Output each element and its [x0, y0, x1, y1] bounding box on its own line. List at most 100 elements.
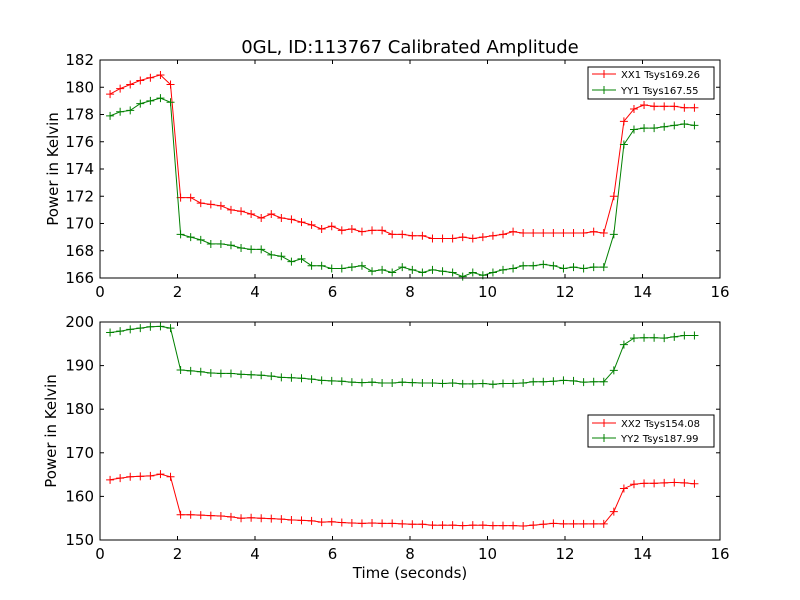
top-series-0-point	[307, 220, 316, 229]
top-series-1-point	[186, 233, 195, 242]
top-series-1-point	[559, 264, 568, 273]
bottom-series-1-point	[176, 365, 185, 374]
bottom-series-1-point	[438, 379, 447, 388]
top-x-tick-label: 16	[710, 283, 729, 301]
bottom-series-0-point	[579, 519, 588, 528]
top-x-tick-label: 4	[250, 283, 260, 301]
top-series-1-point	[166, 98, 175, 107]
top-series-1-point	[468, 268, 477, 277]
bottom-x-tick-label: 0	[95, 545, 105, 563]
bottom-series-0-point	[509, 521, 518, 530]
bottom-series-1-point	[519, 379, 528, 388]
top-series-0-point	[206, 200, 215, 209]
bottom-series-1-point	[408, 378, 417, 387]
top-series-1-point	[579, 264, 588, 273]
bottom-series-0-point	[247, 513, 256, 522]
bottom-tick-layer: 0 2 4 6 8 10 12 14 16 150 160 170 180 190 200	[65, 313, 729, 563]
bottom-series-1-point	[589, 377, 598, 386]
top-series-1-point	[307, 261, 316, 270]
bottom-y-tick-label: 150	[65, 531, 94, 549]
bottom-series-1-point	[579, 378, 588, 387]
bottom-series-0-point	[418, 520, 427, 529]
bottom-series-1-point	[660, 334, 669, 343]
top-series-0-point	[146, 73, 155, 82]
top-series-1-point	[488, 268, 497, 277]
top-series-1-point	[670, 121, 679, 130]
top-series-0-point	[650, 102, 659, 111]
top-series-1-point	[357, 261, 366, 270]
bottom-series-0-point	[307, 516, 316, 525]
bottom-y-tick-label: 160	[65, 487, 94, 505]
top-series-0-point	[418, 231, 427, 240]
top-series-0-point	[277, 214, 286, 223]
top-series-1-point	[297, 254, 306, 263]
bottom-series-0-point	[317, 518, 326, 527]
bottom-x-tick-label: 14	[633, 545, 652, 563]
top-series-0-point	[559, 229, 568, 238]
bottom-series-0-point	[488, 521, 497, 530]
bottom-series-0-point	[670, 478, 679, 487]
top-legend: XX1 Tsys169.26 YY1 Tsys167.55	[587, 66, 715, 100]
top-series-0-point	[347, 224, 356, 233]
bottom-series-1-point	[478, 379, 487, 388]
top-series-1-point	[337, 264, 346, 273]
bottom-series-1-point	[216, 369, 225, 378]
bottom-series-1-point	[690, 331, 699, 340]
bottom-y-tick-label: 180	[65, 400, 94, 418]
bottom-series-1-point	[136, 324, 145, 333]
bottom-series-1-point	[327, 376, 336, 385]
top-x-tick-label: 12	[555, 283, 574, 301]
top-series-0-point	[337, 226, 346, 235]
top-series-1-point	[438, 267, 447, 276]
top-series-0-point	[378, 226, 387, 235]
bottom-series-1-point	[458, 379, 467, 388]
bottom-series-0-point	[126, 472, 135, 481]
bottom-series-0-point	[327, 517, 336, 526]
top-series-0-point	[488, 231, 497, 240]
top-series-0-point	[640, 100, 649, 109]
top-series-0-point	[670, 102, 679, 111]
top-series-0-point	[478, 233, 487, 242]
bottom-series-0-point	[478, 521, 487, 530]
bottom-series-1-point	[640, 333, 649, 342]
top-series-0-point	[136, 76, 145, 85]
top-series-0-point	[448, 234, 457, 243]
top-series-0-point	[398, 230, 407, 239]
bottom-series-0-point	[438, 521, 447, 530]
bottom-series-1-point	[509, 379, 518, 388]
bottom-series-0-point	[690, 479, 699, 488]
bottom-series-0-point	[136, 472, 145, 481]
bottom-x-tick-label: 16	[710, 545, 729, 563]
top-legend-entry-yy1: YY1 Tsys167.55	[592, 86, 699, 97]
top-series-1-point	[237, 244, 246, 253]
bottom-series-1-point	[307, 375, 316, 384]
bottom-series-1-point	[368, 378, 377, 387]
bottom-series-0-point	[609, 507, 618, 516]
top-series-0-point	[156, 70, 165, 79]
bottom-series-0-point	[166, 472, 175, 481]
bottom-series-1-point	[488, 380, 497, 389]
bottom-y-tick-label: 170	[65, 444, 94, 462]
top-series-1-point	[680, 120, 689, 129]
top-y-tick-label: 176	[65, 133, 94, 151]
top-series-1-point	[287, 257, 296, 266]
bottom-series-1-point	[257, 371, 266, 380]
top-series-1-point	[519, 261, 528, 270]
top-series-1-point	[458, 272, 467, 281]
top-series-1-point	[206, 239, 215, 248]
bottom-series-0-point	[499, 521, 507, 530]
bottom-series-layer	[106, 322, 699, 531]
top-series-0-point	[106, 90, 115, 99]
bottom-series-1-point	[156, 322, 165, 331]
top-series-1-point	[609, 230, 618, 239]
top-series-1-point	[650, 124, 659, 133]
bottom-series-1-point	[106, 328, 115, 337]
bottom-series-0-point	[398, 519, 407, 528]
bottom-series-1-point	[347, 378, 356, 387]
top-x-tick-label: 14	[633, 283, 652, 301]
top-x-tick-label: 6	[328, 283, 338, 301]
bottom-series-1-point	[277, 373, 286, 382]
top-series-0-point	[247, 209, 256, 218]
bottom-series-0-point	[277, 515, 286, 524]
